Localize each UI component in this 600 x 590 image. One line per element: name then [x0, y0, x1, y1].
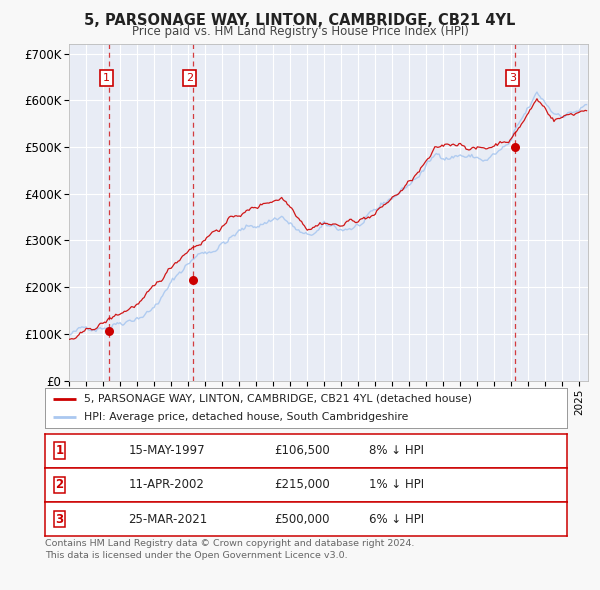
Text: 15-MAY-1997: 15-MAY-1997: [128, 444, 205, 457]
Text: 5, PARSONAGE WAY, LINTON, CAMBRIDGE, CB21 4YL (detached house): 5, PARSONAGE WAY, LINTON, CAMBRIDGE, CB2…: [84, 394, 472, 404]
Text: 25-MAR-2021: 25-MAR-2021: [128, 513, 208, 526]
Text: 5, PARSONAGE WAY, LINTON, CAMBRIDGE, CB21 4YL: 5, PARSONAGE WAY, LINTON, CAMBRIDGE, CB2…: [85, 13, 515, 28]
Text: £215,000: £215,000: [275, 478, 331, 491]
Text: Price paid vs. HM Land Registry's House Price Index (HPI): Price paid vs. HM Land Registry's House …: [131, 25, 469, 38]
Text: 3: 3: [509, 73, 516, 83]
Text: 8% ↓ HPI: 8% ↓ HPI: [368, 444, 424, 457]
Text: 6% ↓ HPI: 6% ↓ HPI: [368, 513, 424, 526]
Text: 1% ↓ HPI: 1% ↓ HPI: [368, 478, 424, 491]
Text: Contains HM Land Registry data © Crown copyright and database right 2024.
This d: Contains HM Land Registry data © Crown c…: [45, 539, 415, 560]
Text: 1: 1: [56, 444, 64, 457]
Text: 1: 1: [103, 73, 110, 83]
Text: 3: 3: [56, 513, 64, 526]
Text: 11-APR-2002: 11-APR-2002: [128, 478, 205, 491]
Text: £106,500: £106,500: [275, 444, 331, 457]
Text: HPI: Average price, detached house, South Cambridgeshire: HPI: Average price, detached house, Sout…: [84, 411, 409, 421]
Text: £500,000: £500,000: [275, 513, 330, 526]
Text: 2: 2: [56, 478, 64, 491]
Text: 2: 2: [186, 73, 193, 83]
